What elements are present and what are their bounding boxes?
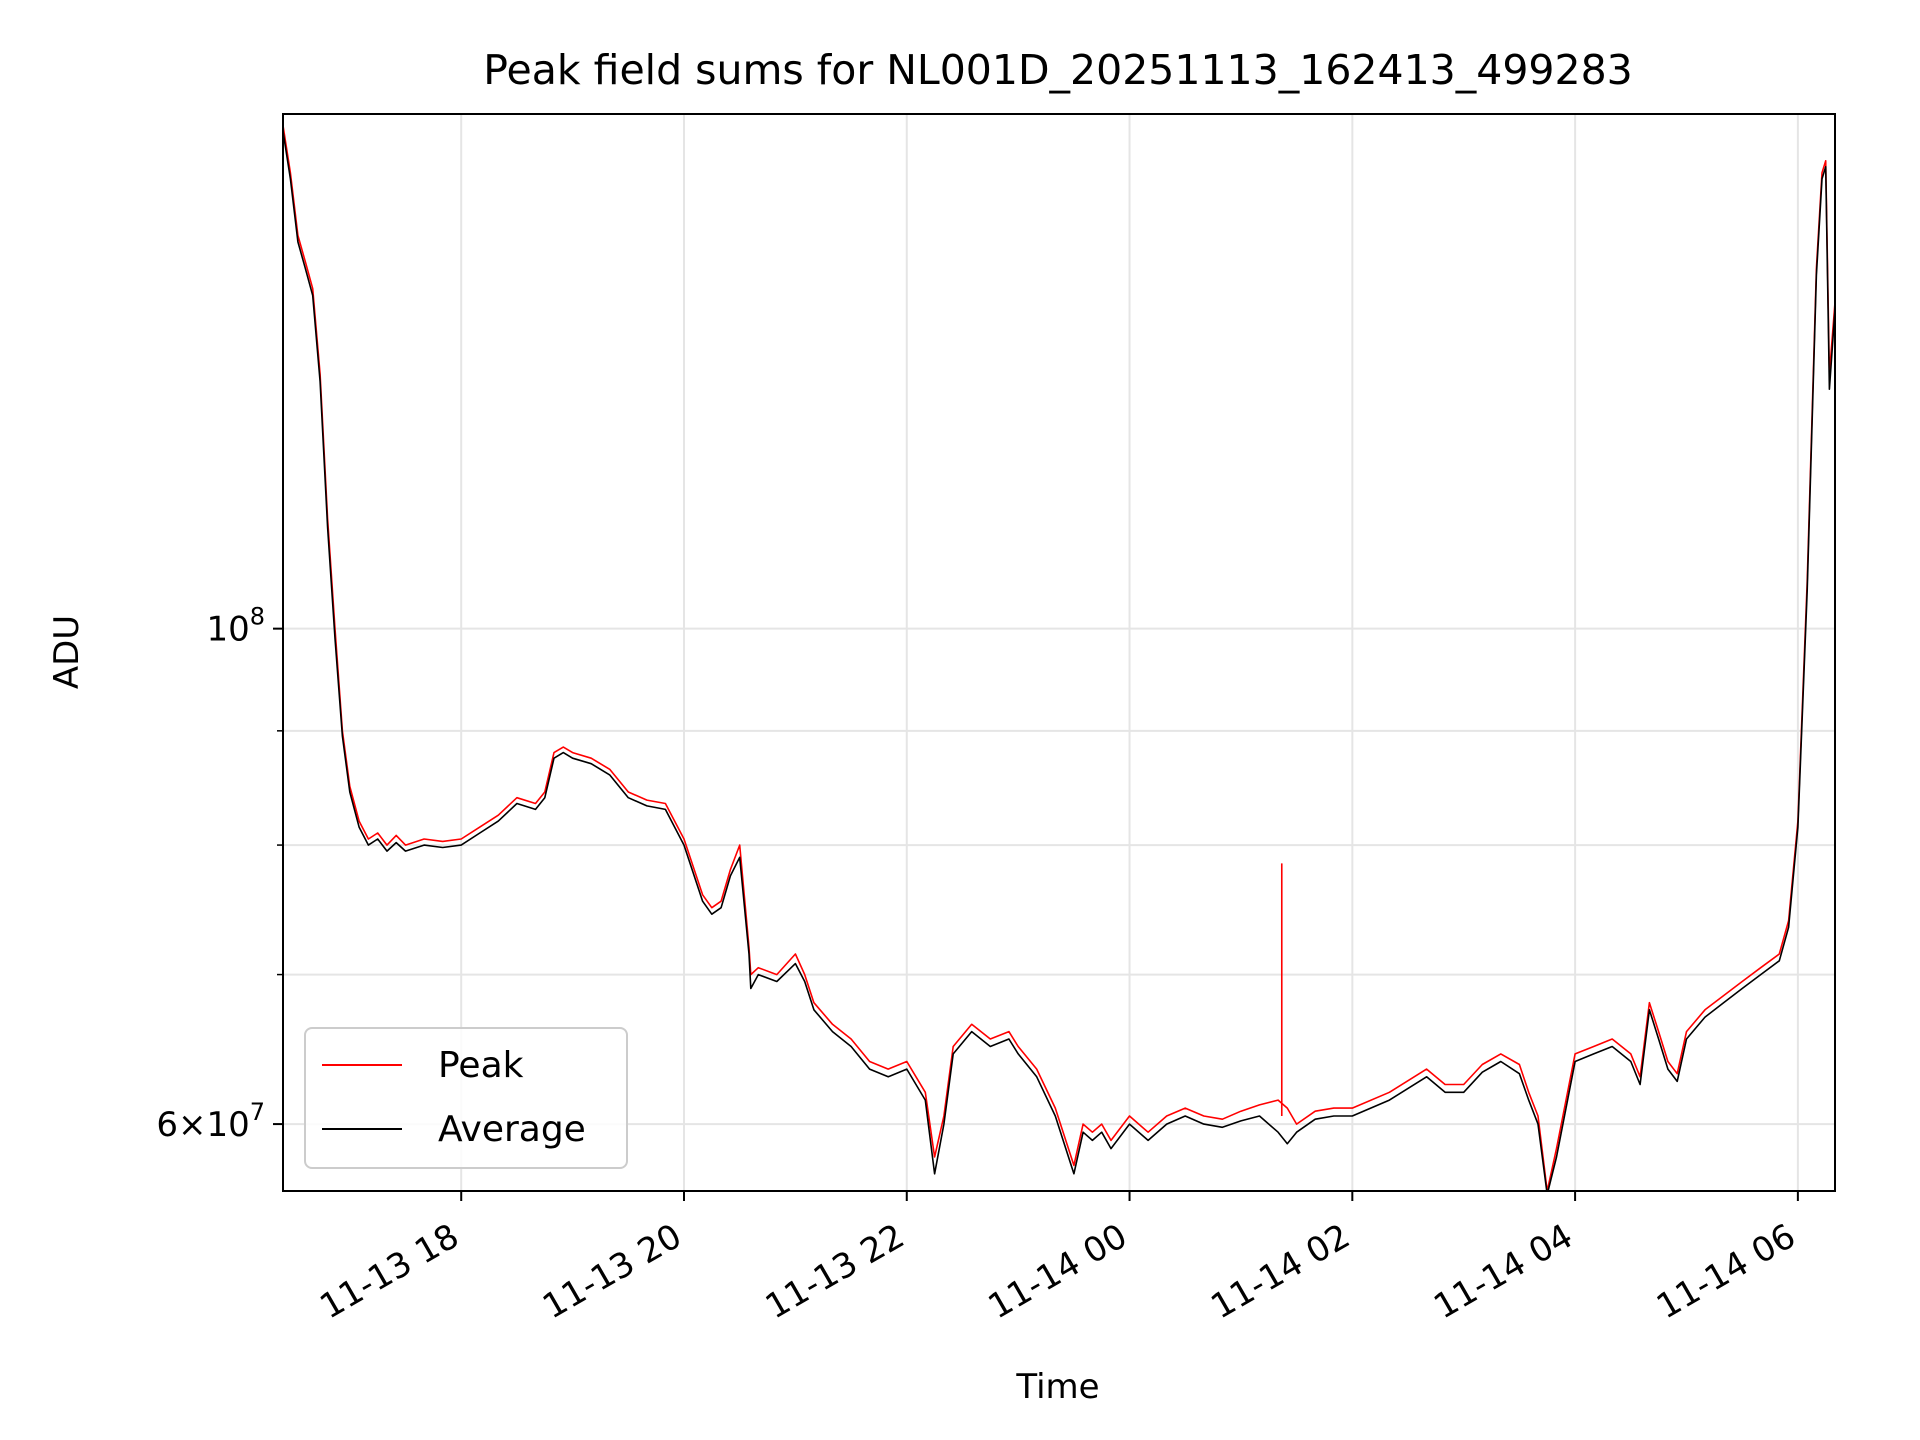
x-axis-label: Time — [1015, 1367, 1099, 1407]
plot-frame — [282, 113, 1836, 1192]
legend-label-peak: Peak — [438, 1045, 524, 1086]
series-line-average — [283, 131, 1835, 1191]
legend-label-average: Average — [438, 1109, 586, 1150]
legend: Peak Average — [304, 1027, 628, 1169]
chart-title: Peak field sums for NL001D_20251113_1624… — [483, 46, 1633, 94]
y-tick-label: 6×107 — [156, 1098, 265, 1145]
series-layer — [283, 125, 1835, 1191]
series-line-peak — [283, 125, 1835, 1191]
y-tick-times: × — [178, 1105, 207, 1145]
y-axis-label: ADU — [47, 615, 87, 689]
legend-box — [304, 1027, 628, 1169]
y-tick-mantissa: 6 — [156, 1105, 178, 1145]
y-tick-base: 10 — [206, 1105, 249, 1145]
plot-area — [283, 125, 1835, 1191]
y-tick-label: 108 — [206, 603, 265, 650]
y-tick-exponent: 8 — [250, 603, 265, 631]
y-tick-exponent: 7 — [250, 1098, 265, 1126]
y-tick-base: 10 — [206, 610, 249, 650]
